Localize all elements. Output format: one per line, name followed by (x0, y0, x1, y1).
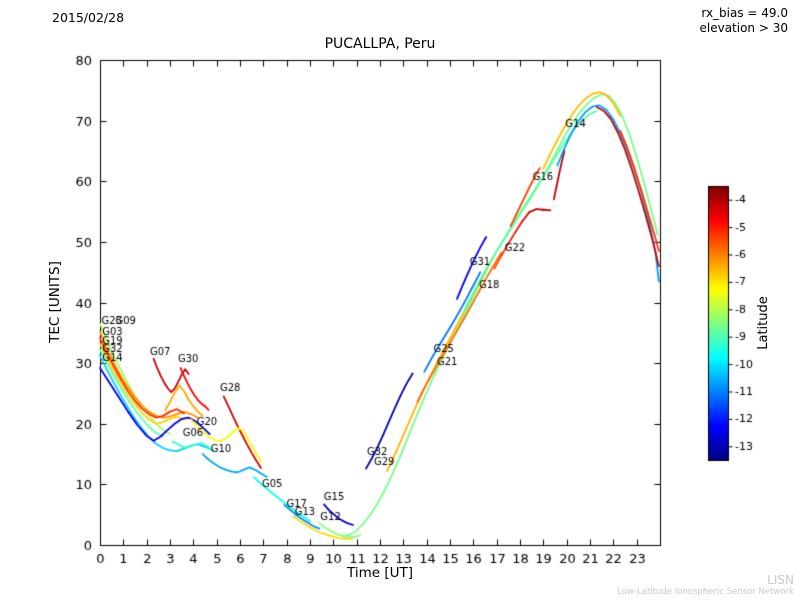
watermark-network: Low-Latitude Ionospheric Sensor Network (617, 587, 794, 597)
chart-title: PUCALLPA, Peru (324, 36, 436, 52)
colorbar-label: Latitude (756, 296, 771, 350)
watermark-lisn: LISN (767, 573, 794, 587)
x-axis-label: Time [UT] (347, 565, 413, 581)
watermark: LISN Low-Latitude Ionospheric Sensor Net… (617, 573, 794, 597)
header-right: rx_bias = 49.0 elevation > 30 (700, 6, 789, 35)
rx-bias-label: rx_bias = 49.0 (701, 6, 788, 20)
y-axis-label: TEC [UNITS] (47, 261, 63, 343)
elevation-label: elevation > 30 (699, 20, 789, 35)
date-label: 2015/02/28 (52, 10, 125, 25)
